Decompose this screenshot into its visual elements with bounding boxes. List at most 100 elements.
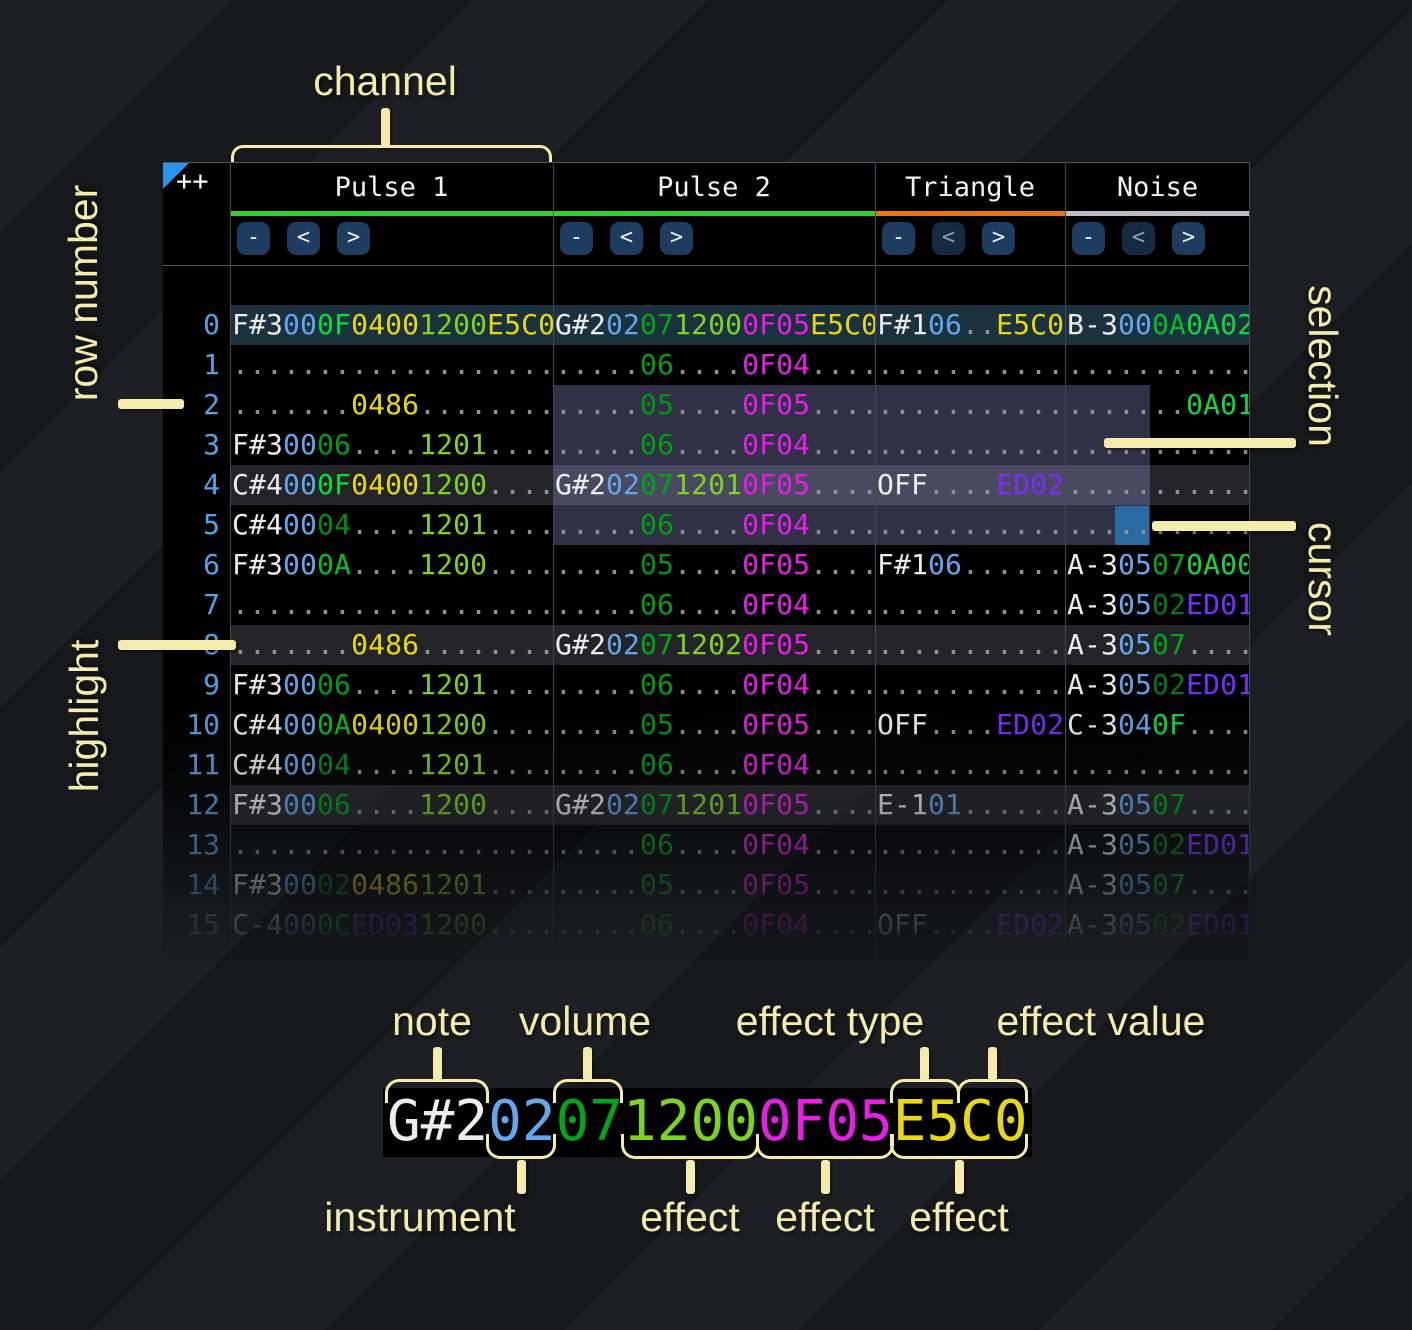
pattern-cell[interactable]: ...........: [877, 585, 1065, 625]
pattern-cell[interactable]: ...........: [877, 385, 1065, 425]
channel-header-triangle[interactable]: Triangle: [904, 172, 1036, 203]
expand-channel-button[interactable]: >: [337, 222, 370, 255]
pattern-cell[interactable]: A-30502ED01: [1067, 825, 1254, 865]
remove-effect-column-button[interactable]: -: [237, 222, 270, 255]
pattern-cell[interactable]: C#4000A04001200....: [232, 705, 555, 745]
pattern-cell[interactable]: ...........: [877, 745, 1065, 785]
channel-header-pulse2[interactable]: Pulse 2: [657, 172, 771, 203]
pattern-cell[interactable]: G#2020712010F05....: [555, 465, 878, 505]
cell-segment-dot: ....: [810, 388, 879, 421]
pattern-cell[interactable]: ...................: [232, 825, 556, 865]
pattern-cell[interactable]: A-30502ED01: [1067, 585, 1254, 625]
cell-segment-dot: ...................: [232, 828, 556, 861]
row-number-pointer-line: [118, 399, 184, 409]
pattern-cell[interactable]: A-305070A00: [1067, 545, 1254, 585]
remove-effect-column-button[interactable]: -: [1072, 222, 1105, 255]
expand-channel-button[interactable]: >: [1172, 222, 1205, 255]
cell-segment-dot: ....: [351, 788, 420, 821]
cell-segment-dot: ....: [674, 348, 743, 381]
pattern-cell[interactable]: F#30006....1201....: [232, 665, 555, 705]
collapse-channel-button[interactable]: <: [287, 222, 320, 255]
pattern-cell[interactable]: C-3040F....: [1067, 705, 1254, 745]
pattern-cell[interactable]: .......0486........: [232, 385, 555, 425]
pattern-cell[interactable]: A-30507....: [1067, 625, 1254, 665]
pattern-cell[interactable]: ...........: [877, 825, 1065, 865]
pattern-cell[interactable]: OFF....ED02: [877, 905, 1065, 945]
pattern-cell[interactable]: C#40004....1201....: [232, 745, 555, 785]
cell-segment-v6: 06: [317, 428, 352, 461]
pattern-cell[interactable]: A-30507....: [1067, 865, 1254, 905]
pattern-cell[interactable]: F#30006....1200....: [232, 785, 555, 825]
cell-segment-fy: E5C0: [487, 308, 556, 341]
channel-header-noise[interactable]: Noise: [1116, 172, 1199, 203]
cell-segment-dot: ...........: [877, 628, 1065, 661]
pattern-cell[interactable]: .....05....0F05....: [555, 545, 878, 585]
cell-segment-v6: 06: [640, 588, 675, 621]
row-number: 5: [203, 508, 220, 541]
pattern-cell[interactable]: ...................: [232, 345, 555, 385]
expand-channel-button[interactable]: >: [982, 222, 1015, 255]
cell-segment-v5: 05: [640, 548, 675, 581]
row-number: 10: [186, 708, 220, 741]
remove-effect-column-button[interactable]: -: [882, 222, 915, 255]
pattern-cell[interactable]: G#2020712020F05....: [555, 625, 879, 665]
pattern-cell[interactable]: .....06....0F04....: [555, 905, 878, 945]
pattern-cell[interactable]: OFF....ED02: [877, 465, 1065, 505]
remove-effect-column-button[interactable]: -: [560, 222, 593, 255]
pattern-cell[interactable]: .....06....0F04....: [555, 345, 878, 385]
pattern-cell[interactable]: F#106..E5C0: [877, 305, 1065, 345]
cell-segment-v7: 07: [1152, 628, 1187, 661]
pattern-cell[interactable]: .....06....0F04....: [555, 585, 878, 625]
pattern-cell[interactable]: C-4000CED031200....: [232, 905, 555, 945]
pattern-cell[interactable]: F#3000A....1200....: [232, 545, 555, 585]
pattern-cell[interactable]: C#40004....1201....: [232, 505, 555, 545]
expand-channel-button[interactable]: >: [660, 222, 693, 255]
pattern-cell[interactable]: ...........: [877, 345, 1065, 385]
pattern-cell[interactable]: ...........: [877, 665, 1065, 705]
pattern-cell[interactable]: A-30502ED01: [1067, 905, 1254, 945]
pattern-cell[interactable]: .....05....0F05....: [555, 385, 879, 425]
cell-segment-dot: ....: [810, 628, 879, 661]
cell-segment-v7: 07: [640, 628, 675, 661]
collapse-channel-button[interactable]: <: [610, 222, 643, 255]
pattern-cell[interactable]: .....06....0F04....: [555, 665, 878, 705]
pattern-cell[interactable]: F#3000204861201....: [232, 865, 555, 905]
channel-header-pulse1[interactable]: Pulse 1: [334, 172, 449, 203]
pattern-cell[interactable]: .....06....0F04....: [555, 425, 878, 465]
pattern-corner-label[interactable]: ++: [176, 166, 209, 197]
pattern-cell[interactable]: ...........: [877, 425, 1065, 465]
pattern-cell[interactable]: .......0486........: [232, 625, 555, 665]
cell-segment-dot: ....: [810, 508, 879, 541]
cell-segment-fg: 1200: [419, 708, 488, 741]
pattern-cell[interactable]: B-3000A0A02: [1067, 305, 1254, 345]
pattern-cell[interactable]: C#4000F04001200....: [232, 465, 555, 505]
cell-segment-v10: 0A: [317, 548, 352, 581]
pattern-cell[interactable]: .....06....0F04....: [555, 825, 878, 865]
pattern-cell[interactable]: G#2020712000F05E5C0: [555, 305, 878, 345]
pattern-cell[interactable]: ...........: [1067, 745, 1254, 785]
pattern-cell[interactable]: ...........: [877, 625, 1065, 665]
pattern-cell[interactable]: .....05....0F05....: [555, 705, 878, 745]
pattern-cell[interactable]: A-30507....: [1067, 785, 1254, 825]
pattern-cell[interactable]: .....06....0F04....: [555, 745, 878, 785]
pattern-cell[interactable]: .....05....0F05....: [555, 865, 878, 905]
pattern-cell[interactable]: ...........: [1067, 345, 1254, 385]
pattern-cell[interactable]: F#30006....1201....: [232, 425, 555, 465]
pattern-cell[interactable]: E-101......: [877, 785, 1065, 825]
pattern-cell[interactable]: F#106......: [877, 545, 1065, 585]
pattern-cell[interactable]: ...........: [877, 505, 1065, 545]
note-stem: [433, 1047, 442, 1081]
pattern-cell[interactable]: .....06....0F04....: [555, 505, 879, 545]
pattern-cell[interactable]: .......0A01: [1067, 385, 1254, 425]
pattern-cell[interactable]: F#3000F04001200E5C0: [232, 305, 556, 345]
cell-segment-fm: 0F04: [742, 748, 811, 781]
pattern-cell[interactable]: ...................: [232, 585, 555, 625]
pattern-cell[interactable]: OFF....ED02: [877, 705, 1065, 745]
collapse-channel-button[interactable]: <: [1122, 222, 1155, 255]
cell-segment-dot: .......: [232, 628, 352, 661]
pattern-cell[interactable]: ...........: [877, 865, 1065, 905]
pattern-cell[interactable]: ...........: [1067, 465, 1254, 505]
pattern-cell[interactable]: A-30502ED01: [1067, 665, 1254, 705]
pattern-cell[interactable]: G#2020712010F05....: [555, 785, 878, 825]
collapse-channel-button[interactable]: <: [932, 222, 965, 255]
